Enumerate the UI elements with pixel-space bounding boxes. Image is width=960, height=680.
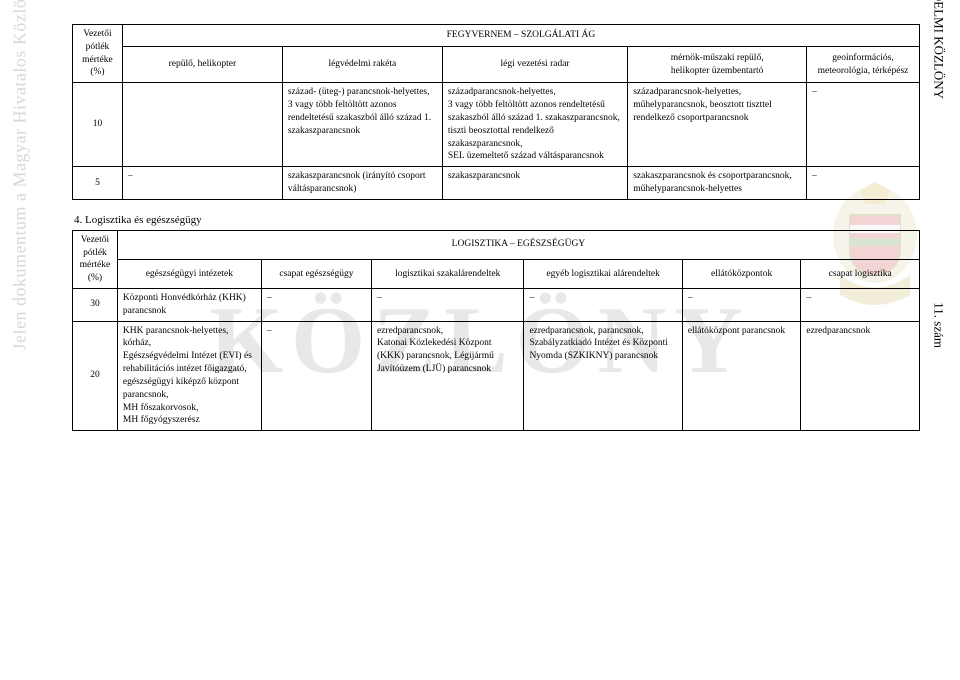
t2-r2-c4: ezredparancsnok, parancsnok,Szabályzatki…	[524, 321, 682, 431]
t2-category-header: LOGISZTIKA – EGÉSZSÉGÜGY	[117, 230, 919, 259]
table-row: 5 – szakaszparancsnok (irányító csoport …	[73, 167, 920, 200]
t1-r2-c4: szakaszparancsnok és csoportparancsnok, …	[628, 167, 807, 200]
t2-r2-c1: KHK parancsnok-helyettes,kórház,Egészség…	[117, 321, 261, 431]
t1-col-repulo: repülő, helikopter	[122, 47, 282, 83]
t2-col-egyeb: egyéb logisztikai alárendeltek	[524, 259, 682, 288]
t2-r2-pct: 20	[73, 321, 118, 431]
t2-r1-c5: –	[682, 289, 801, 322]
t1-r2-c5: –	[807, 167, 920, 200]
t2-col-csapat-log: csapat logisztika	[801, 259, 920, 288]
t2-r1-c4: –	[524, 289, 682, 322]
t1-r2-c1: –	[122, 167, 282, 200]
t1-category-header: FEGYVERNEM – SZOLGÁLATI ÁG	[122, 25, 919, 47]
t1-r2-c3: szakaszparancsnok	[442, 167, 627, 200]
t1-r1-c4: századparancsnok-helyettes,műhelyparancs…	[628, 83, 807, 167]
t1-r1-pct: 10	[73, 83, 123, 167]
table-row: 20 KHK parancsnok-helyettes,kórház,Egész…	[73, 321, 920, 431]
page-journal-name: HONVÉDELMI KÖZLÖNY	[931, 0, 946, 99]
t2-col-log-szak: logisztikai szakalárendeltek	[371, 259, 523, 288]
t2-r2-c6: ezredparancsnok	[801, 321, 920, 431]
t2-r1-pct: 30	[73, 289, 118, 322]
page-edge-labels: 738 HONVÉDELMI KÖZLÖNY 11. szám	[930, 0, 946, 348]
t2-r2-c2: –	[261, 321, 371, 431]
t1-col-geo: geoinformációs,meteorológia, térképész	[807, 47, 920, 83]
t1-r2-pct: 5	[73, 167, 123, 200]
section-title-logisztika: 4. Logisztika és egészségügy	[74, 214, 920, 226]
t1-r1-c1	[122, 83, 282, 167]
t1-r1-c2: század- (üteg-) parancsnok-helyettes,3 v…	[282, 83, 442, 167]
t2-r1-c2: –	[261, 289, 371, 322]
main-content: Vezetői pótlék mértéke (%) FEGYVERNEM – …	[72, 24, 920, 431]
t2-r1-c1: Központi Honvédkórház (KHK) parancsnok	[117, 289, 261, 322]
t2-col-eu-int: egészségügyi intézetek	[117, 259, 261, 288]
t2-r2-c5: ellátóközpont parancsnok	[682, 321, 801, 431]
table-fegyvernem: Vezetői pótlék mértéke (%) FEGYVERNEM – …	[72, 24, 920, 200]
t2-r1-c6: –	[801, 289, 920, 322]
table-logisztika: Vezetői pótlék mértéke (%) LOGISZTIKA – …	[72, 230, 920, 431]
t1-r2-c2: szakaszparancsnok (irányító csoport vált…	[282, 167, 442, 200]
t1-r1-c5: –	[807, 83, 920, 167]
t1-r1-c3: századparancsnok-helyettes,3 vagy több f…	[442, 83, 627, 167]
t2-head-pct: Vezetői pótlék mértéke (%)	[73, 230, 118, 288]
t2-col-ellato: ellátóközpontok	[682, 259, 801, 288]
left-watermark: Jelen dokumentum a Magyar Hivatalos Közl…	[10, 0, 31, 351]
t1-head-pct: Vezetői pótlék mértéke (%)	[73, 25, 123, 83]
t2-r2-c3: ezredparancsnok,Katonai Közlekedési Közp…	[371, 321, 523, 431]
t2-r1-c3: –	[371, 289, 523, 322]
table-row: 30 Központi Honvédkórház (KHK) parancsno…	[73, 289, 920, 322]
page-issue: 11. szám	[931, 302, 946, 348]
t2-col-csapat-eu: csapat egészségügy	[261, 259, 371, 288]
t1-col-legvedelmi: légvédelmi rakéta	[282, 47, 442, 83]
table-row: 10 század- (üteg-) parancsnok-helyettes,…	[73, 83, 920, 167]
t1-col-radar: légi vezetési radar	[442, 47, 627, 83]
t1-col-mernok: mérnök-műszaki repülő,helikopter üzemben…	[628, 47, 807, 83]
